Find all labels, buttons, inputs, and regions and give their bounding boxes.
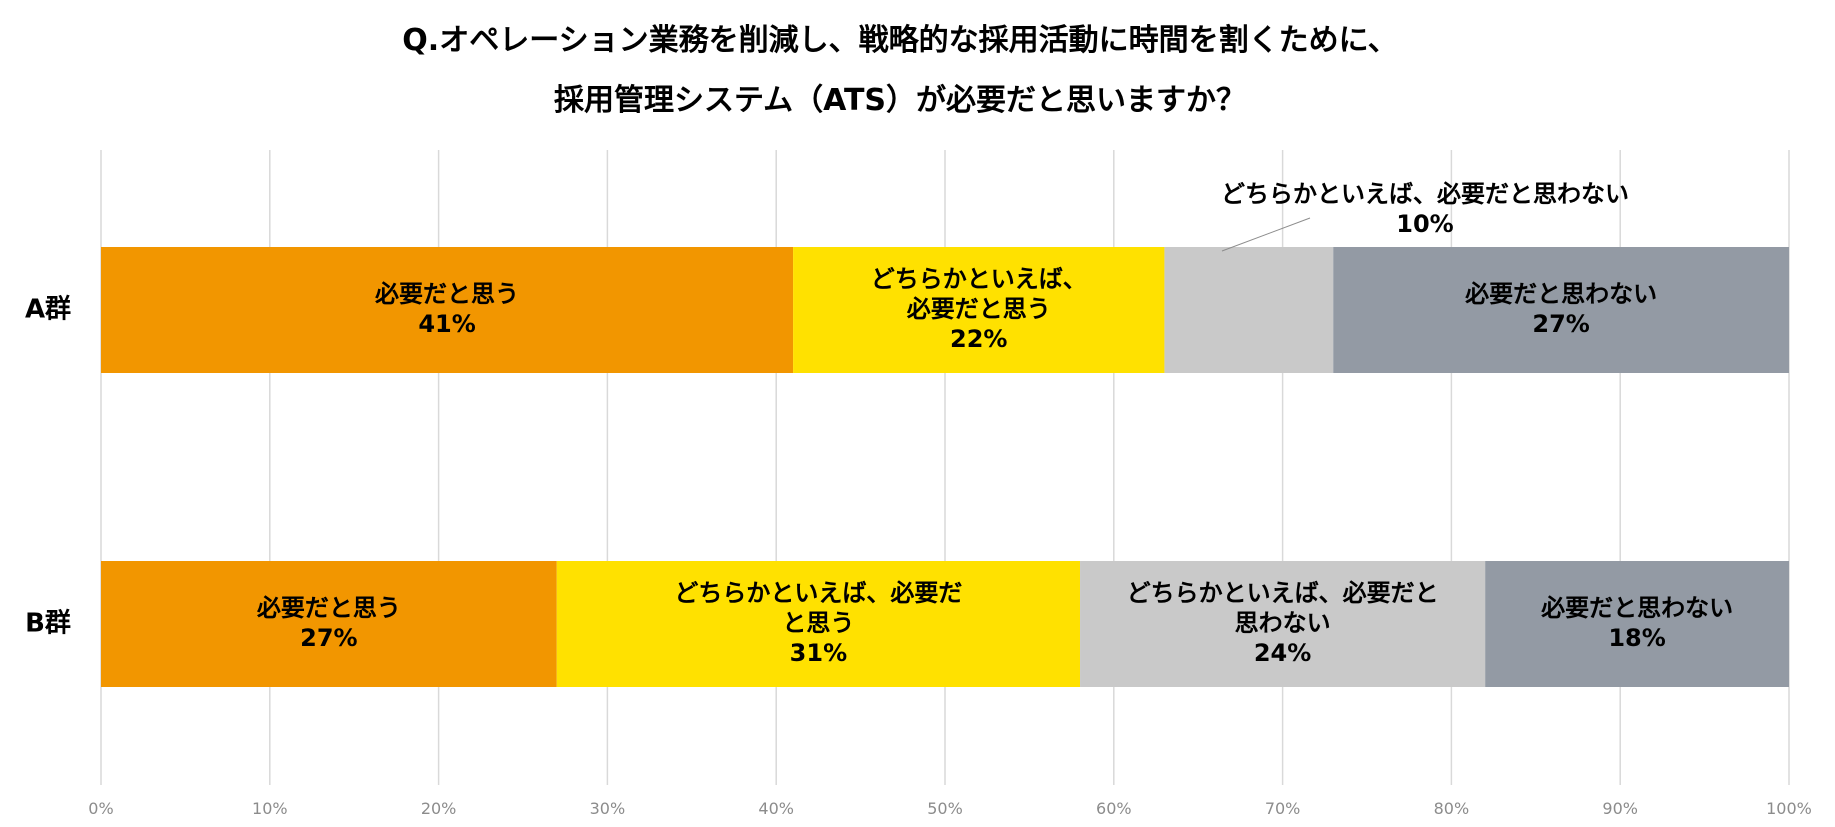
data-label: 思わない bbox=[1235, 609, 1331, 637]
data-label: と思う bbox=[782, 609, 854, 637]
data-label: 必要だと思わない bbox=[1465, 280, 1657, 308]
leader-line bbox=[1221, 217, 1311, 252]
data-label: どちらかといえば、必要だと bbox=[1127, 579, 1439, 607]
bar-segment bbox=[556, 561, 1081, 687]
data-label: 10% bbox=[1396, 210, 1453, 238]
gridlines bbox=[100, 150, 1790, 785]
axes: 0% 10% 20% 30% 40% 50% 60% 70% 80% 90% 100% A群 B群 bbox=[25, 295, 1812, 819]
x-tick-label: 10% bbox=[252, 799, 288, 818]
bar-segment bbox=[101, 247, 794, 373]
data-label: 22% bbox=[950, 325, 1007, 353]
data-label: どちらかといえば、必要だと思わない bbox=[1221, 180, 1629, 208]
chart-title-line-1: Q.オペレーション業務を削減し、戦略的な採用活動に時間を割くために、 bbox=[402, 23, 1397, 58]
x-tick-label: 80% bbox=[1434, 799, 1470, 818]
x-tick-label: 20% bbox=[421, 799, 457, 818]
x-tick-label: 0% bbox=[88, 799, 113, 818]
data-label: 27% bbox=[300, 624, 357, 652]
data-label: 27% bbox=[1532, 310, 1589, 338]
bar-segment bbox=[1164, 247, 1334, 373]
data-label: 必要だと思う bbox=[907, 295, 1051, 323]
x-tick-label: 40% bbox=[758, 799, 794, 818]
category-label: A群 bbox=[25, 295, 71, 325]
x-tick-label: 50% bbox=[927, 799, 963, 818]
bar-segment bbox=[793, 247, 1165, 373]
bar-segment bbox=[101, 561, 557, 687]
x-tick-label: 30% bbox=[590, 799, 626, 818]
bar-segment bbox=[1485, 561, 1789, 687]
data-label: どちらかといえば、 bbox=[871, 265, 1087, 293]
category-label: B群 bbox=[25, 609, 71, 639]
x-tick-label: 60% bbox=[1096, 799, 1132, 818]
data-label: 24% bbox=[1254, 639, 1311, 667]
x-tick-label: 70% bbox=[1265, 799, 1301, 818]
bars bbox=[101, 247, 1789, 687]
data-label: 必要だと思う bbox=[375, 280, 519, 308]
data-label: どちらかといえば、必要だ bbox=[674, 579, 962, 607]
data-labels: 必要だと思う41%どちらかといえば、必要だと思う22%どちらかといえば、必要だと… bbox=[257, 180, 1733, 667]
chart-title-line-2: 採用管理システム（ATS）が必要だと思いますか？ bbox=[554, 83, 1246, 118]
data-label: 41% bbox=[418, 310, 475, 338]
data-label: 18% bbox=[1608, 624, 1665, 652]
data-label: 必要だと思わない bbox=[1541, 594, 1733, 622]
x-tick-label: 100% bbox=[1766, 799, 1812, 818]
bar-segment bbox=[1080, 561, 1486, 687]
data-label: 31% bbox=[790, 639, 847, 667]
bar-segment bbox=[1333, 247, 1789, 373]
data-label: 必要だと思う bbox=[257, 594, 401, 622]
x-tick-label: 90% bbox=[1602, 799, 1638, 818]
